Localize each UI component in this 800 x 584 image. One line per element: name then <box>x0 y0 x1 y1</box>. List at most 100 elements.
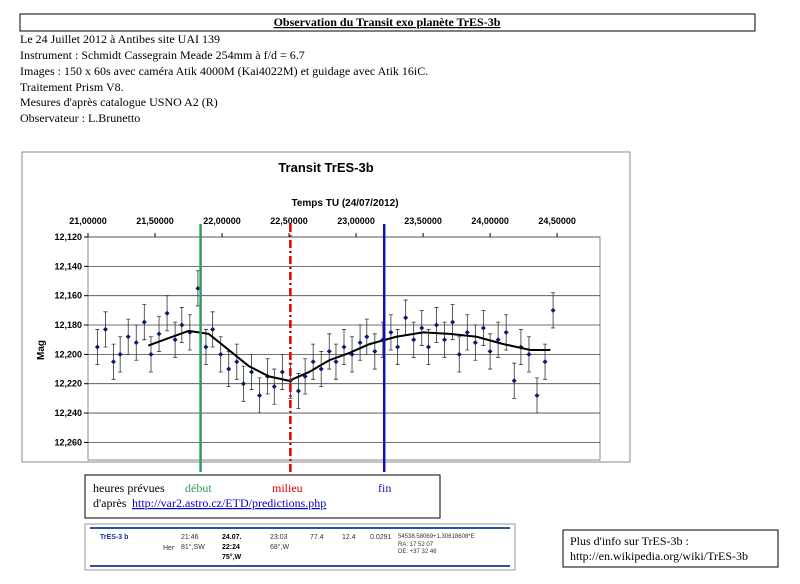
etd-cell: 12.4 <box>342 534 356 541</box>
data-point <box>333 359 339 365</box>
prediction-box <box>84 474 441 519</box>
etd-cell: TrES-3 b <box>100 534 128 541</box>
etd-cell: 75°,W <box>222 553 242 561</box>
x-tick-label: 24,50000 <box>538 216 576 226</box>
data-point <box>425 344 431 350</box>
data-point <box>218 351 224 357</box>
data-point <box>257 392 263 398</box>
etd-cell: 21:46 <box>181 534 199 541</box>
prediction-heading: heures prévues <box>93 481 165 495</box>
y-tick-label: 12,120 <box>54 232 82 242</box>
source-link[interactable]: http://var2.astro.cz/ETD/predictions.php <box>132 496 326 510</box>
data-point <box>164 310 170 316</box>
x-tick-label: 21,00000 <box>69 216 107 226</box>
info-box <box>562 529 779 568</box>
data-point <box>156 331 162 337</box>
y-tick-label: 12,260 <box>54 437 82 447</box>
doc-line: Instrument : Schmidt Cassegrain Meade 25… <box>20 48 305 62</box>
x-tick-label: 22,50000 <box>270 216 308 226</box>
data-point <box>442 337 448 343</box>
data-point <box>372 348 378 354</box>
etd-cell: 0.0291 <box>370 534 392 541</box>
data-point <box>117 351 123 357</box>
moving-average <box>147 329 551 382</box>
label-fin: fin <box>378 481 391 495</box>
title-box <box>19 13 756 32</box>
x-axis-label: Temps TU (24/07/2012) <box>291 198 398 209</box>
data-point <box>234 359 240 365</box>
info-link: http://en.wikipedia.org/wiki/TrES-3b <box>570 549 748 563</box>
data-point <box>480 325 486 331</box>
x-tick-label: 21,50000 <box>136 216 174 226</box>
doc-line: Images : 150 x 60s avec caméra Atik 4000… <box>20 64 428 78</box>
etd-cell: 54538.58069+1.30618608*E <box>398 534 475 540</box>
data-point <box>179 322 185 328</box>
y-tick-label: 12,180 <box>54 320 82 330</box>
data-point <box>240 381 246 387</box>
data-point <box>511 378 517 384</box>
data-point <box>403 315 409 321</box>
doc-line: Observateur : L.Brunetto <box>20 111 140 125</box>
data-point <box>94 344 100 350</box>
etd-cell: 81°,SW <box>181 543 205 551</box>
data-point <box>102 326 108 332</box>
data-point <box>133 340 139 346</box>
etd-cell: 23:03 <box>270 534 288 541</box>
data-point <box>271 384 277 390</box>
data-point <box>464 329 470 335</box>
data-point <box>495 337 501 343</box>
data-point <box>341 344 347 350</box>
y-tick-label: 12,160 <box>54 291 82 301</box>
doc-title: Observation du Transit exo planète TrES-… <box>274 15 501 29</box>
etd-cell: DE: +37 32 46 <box>398 549 437 555</box>
plot: 12,120 12,140 12,160 12,180 12,200 12,220 12,2… <box>54 216 601 461</box>
data-point <box>456 351 462 357</box>
data-point <box>526 351 532 357</box>
data-point <box>279 369 285 375</box>
y-tick-label: 12,240 <box>54 408 82 418</box>
label-debut: début <box>185 481 212 495</box>
data-point <box>110 359 116 365</box>
doc-line: Traitement Prism V8. <box>20 80 124 94</box>
etd-cell: 68°,W <box>270 543 290 551</box>
data-point <box>249 369 255 375</box>
data-point <box>172 337 178 343</box>
data-point <box>226 366 232 372</box>
data-point <box>395 344 401 350</box>
y-tick-label: 12,220 <box>54 379 82 389</box>
x-tick-label: 22,00000 <box>203 216 241 226</box>
info-text: Plus d'info sur TrES-3b : <box>570 534 689 548</box>
data-point <box>433 322 439 328</box>
doc-lines: Le 24 Juillet 2012 à Antibes site UAI 13… <box>20 32 428 125</box>
y-tick-label: 12,140 <box>54 261 82 271</box>
data-point <box>141 319 147 325</box>
data-point <box>203 344 209 350</box>
data-point <box>210 326 216 332</box>
doc-line: Mesures d'après catalogue USNO A2 (R) <box>20 95 218 109</box>
data-point <box>388 329 394 335</box>
data-point <box>472 340 478 346</box>
data-point <box>364 334 370 340</box>
data-point <box>419 325 425 331</box>
x-tick-label: 23,00000 <box>337 216 375 226</box>
x-tick-label: 24,00000 <box>471 216 509 226</box>
data-point <box>503 329 509 335</box>
y-tick-label: 12,200 <box>54 349 82 359</box>
etd-cell: 24.07. <box>222 534 242 541</box>
doc-line: Le 24 Juillet 2012 à Antibes site UAI 13… <box>20 32 220 46</box>
y-axis-label: Mag <box>36 340 47 360</box>
data-point <box>357 340 363 346</box>
data-point <box>295 388 301 394</box>
data-point <box>487 348 493 354</box>
source-text: d'après <box>93 496 127 510</box>
etd-cell: RA: 17 52 07 <box>398 542 434 548</box>
data-point <box>148 351 154 357</box>
label-milieu: milieu <box>272 481 303 495</box>
data-point <box>125 334 131 340</box>
data-point <box>411 337 417 343</box>
data-point <box>550 307 556 313</box>
data-point <box>195 285 201 291</box>
etd-cell: 22:24 <box>222 544 240 551</box>
data-point <box>318 366 324 372</box>
